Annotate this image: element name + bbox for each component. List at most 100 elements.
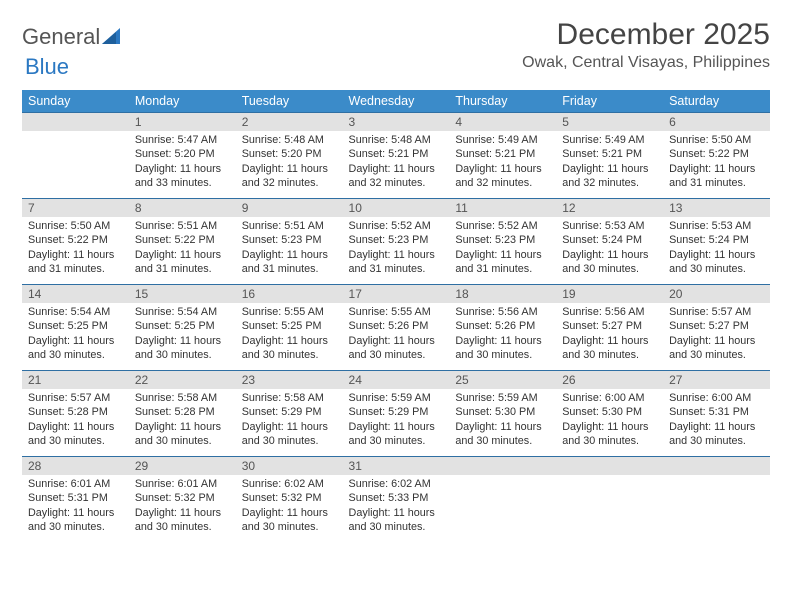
day-details: Sunrise: 5:58 AMSunset: 5:28 PMDaylight:… (129, 389, 236, 456)
day-number: 1 (129, 113, 236, 131)
sunset-text: Sunset: 5:33 PM (349, 491, 444, 505)
day-details (663, 475, 770, 537)
sunset-text: Sunset: 5:21 PM (562, 147, 657, 161)
sunrise-text: Sunrise: 5:50 AM (669, 133, 764, 147)
daylight-text: Daylight: 11 hours and 30 minutes. (135, 506, 230, 535)
sunset-text: Sunset: 5:22 PM (28, 233, 123, 247)
calendar-day-cell (556, 457, 663, 543)
sunset-text: Sunset: 5:32 PM (242, 491, 337, 505)
day-details: Sunrise: 5:50 AMSunset: 5:22 PMDaylight:… (22, 217, 129, 284)
sunset-text: Sunset: 5:29 PM (242, 405, 337, 419)
sunrise-text: Sunrise: 5:54 AM (28, 305, 123, 319)
day-details: Sunrise: 5:48 AMSunset: 5:20 PMDaylight:… (236, 131, 343, 198)
day-details: Sunrise: 5:55 AMSunset: 5:26 PMDaylight:… (343, 303, 450, 370)
day-details: Sunrise: 5:50 AMSunset: 5:22 PMDaylight:… (663, 131, 770, 198)
day-number: 21 (22, 371, 129, 389)
sunset-text: Sunset: 5:24 PM (669, 233, 764, 247)
daylight-text: Daylight: 11 hours and 32 minutes. (242, 162, 337, 191)
day-details: Sunrise: 5:55 AMSunset: 5:25 PMDaylight:… (236, 303, 343, 370)
sunset-text: Sunset: 5:21 PM (455, 147, 550, 161)
daylight-text: Daylight: 11 hours and 31 minutes. (135, 248, 230, 277)
day-details: Sunrise: 5:59 AMSunset: 5:29 PMDaylight:… (343, 389, 450, 456)
daylight-text: Daylight: 11 hours and 30 minutes. (28, 334, 123, 363)
day-number: 3 (343, 113, 450, 131)
day-number: 5 (556, 113, 663, 131)
calendar-day-cell (663, 457, 770, 543)
day-details (556, 475, 663, 537)
sunset-text: Sunset: 5:29 PM (349, 405, 444, 419)
day-details: Sunrise: 5:51 AMSunset: 5:23 PMDaylight:… (236, 217, 343, 284)
day-number: 23 (236, 371, 343, 389)
sunset-text: Sunset: 5:30 PM (562, 405, 657, 419)
calendar-table: Sunday Monday Tuesday Wednesday Thursday… (22, 90, 770, 542)
sunrise-text: Sunrise: 6:01 AM (28, 477, 123, 491)
calendar-day-cell (22, 113, 129, 199)
day-number: 13 (663, 199, 770, 217)
calendar-body: 1Sunrise: 5:47 AMSunset: 5:20 PMDaylight… (22, 113, 770, 543)
calendar-day-cell: 31Sunrise: 6:02 AMSunset: 5:33 PMDayligh… (343, 457, 450, 543)
logo-word2: Blue (25, 54, 69, 79)
calendar-week-row: 21Sunrise: 5:57 AMSunset: 5:28 PMDayligh… (22, 371, 770, 457)
calendar-day-cell: 23Sunrise: 5:58 AMSunset: 5:29 PMDayligh… (236, 371, 343, 457)
day-details: Sunrise: 5:51 AMSunset: 5:22 PMDaylight:… (129, 217, 236, 284)
sunrise-text: Sunrise: 5:47 AM (135, 133, 230, 147)
sunrise-text: Sunrise: 6:01 AM (135, 477, 230, 491)
sunset-text: Sunset: 5:23 PM (349, 233, 444, 247)
daylight-text: Daylight: 11 hours and 30 minutes. (562, 248, 657, 277)
calendar-day-cell: 26Sunrise: 6:00 AMSunset: 5:30 PMDayligh… (556, 371, 663, 457)
day-details: Sunrise: 5:53 AMSunset: 5:24 PMDaylight:… (663, 217, 770, 284)
sunrise-text: Sunrise: 5:58 AM (135, 391, 230, 405)
daylight-text: Daylight: 11 hours and 30 minutes. (562, 334, 657, 363)
day-number: 10 (343, 199, 450, 217)
daylight-text: Daylight: 11 hours and 30 minutes. (669, 248, 764, 277)
weekday-header: Sunday (22, 90, 129, 113)
day-number: 15 (129, 285, 236, 303)
day-details: Sunrise: 6:01 AMSunset: 5:32 PMDaylight:… (129, 475, 236, 542)
day-number: 25 (449, 371, 556, 389)
sunrise-text: Sunrise: 5:53 AM (669, 219, 764, 233)
sunset-text: Sunset: 5:25 PM (28, 319, 123, 333)
daylight-text: Daylight: 11 hours and 30 minutes. (669, 420, 764, 449)
sunrise-text: Sunrise: 5:58 AM (242, 391, 337, 405)
daylight-text: Daylight: 11 hours and 30 minutes. (349, 506, 444, 535)
calendar-day-cell: 19Sunrise: 5:56 AMSunset: 5:27 PMDayligh… (556, 285, 663, 371)
sunrise-text: Sunrise: 5:57 AM (28, 391, 123, 405)
day-details: Sunrise: 5:59 AMSunset: 5:30 PMDaylight:… (449, 389, 556, 456)
daylight-text: Daylight: 11 hours and 32 minutes. (562, 162, 657, 191)
logo: General (22, 18, 124, 50)
sunrise-text: Sunrise: 5:52 AM (455, 219, 550, 233)
day-number: 4 (449, 113, 556, 131)
calendar-day-cell: 1Sunrise: 5:47 AMSunset: 5:20 PMDaylight… (129, 113, 236, 199)
sunrise-text: Sunrise: 5:53 AM (562, 219, 657, 233)
day-number: 18 (449, 285, 556, 303)
calendar-day-cell: 12Sunrise: 5:53 AMSunset: 5:24 PMDayligh… (556, 199, 663, 285)
day-details: Sunrise: 5:53 AMSunset: 5:24 PMDaylight:… (556, 217, 663, 284)
daylight-text: Daylight: 11 hours and 30 minutes. (135, 334, 230, 363)
weekday-header: Thursday (449, 90, 556, 113)
day-details: Sunrise: 5:49 AMSunset: 5:21 PMDaylight:… (449, 131, 556, 198)
calendar-day-cell: 6Sunrise: 5:50 AMSunset: 5:22 PMDaylight… (663, 113, 770, 199)
daylight-text: Daylight: 11 hours and 32 minutes. (455, 162, 550, 191)
calendar-day-cell: 10Sunrise: 5:52 AMSunset: 5:23 PMDayligh… (343, 199, 450, 285)
day-number: 31 (343, 457, 450, 475)
calendar-day-cell: 13Sunrise: 5:53 AMSunset: 5:24 PMDayligh… (663, 199, 770, 285)
day-number: 22 (129, 371, 236, 389)
daylight-text: Daylight: 11 hours and 30 minutes. (669, 334, 764, 363)
day-details (22, 131, 129, 193)
sunset-text: Sunset: 5:22 PM (135, 233, 230, 247)
logo-word1: General (22, 24, 100, 50)
title-block: December 2025 Owak, Central Visayas, Phi… (522, 18, 770, 72)
day-number: 24 (343, 371, 450, 389)
day-number: 9 (236, 199, 343, 217)
daylight-text: Daylight: 11 hours and 30 minutes. (28, 420, 123, 449)
daylight-text: Daylight: 11 hours and 30 minutes. (455, 334, 550, 363)
calendar-day-cell: 8Sunrise: 5:51 AMSunset: 5:22 PMDaylight… (129, 199, 236, 285)
day-details: Sunrise: 5:58 AMSunset: 5:29 PMDaylight:… (236, 389, 343, 456)
weekday-header: Monday (129, 90, 236, 113)
daylight-text: Daylight: 11 hours and 32 minutes. (349, 162, 444, 191)
sunrise-text: Sunrise: 6:00 AM (669, 391, 764, 405)
calendar-day-cell: 3Sunrise: 5:48 AMSunset: 5:21 PMDaylight… (343, 113, 450, 199)
sunset-text: Sunset: 5:30 PM (455, 405, 550, 419)
calendar-day-cell: 9Sunrise: 5:51 AMSunset: 5:23 PMDaylight… (236, 199, 343, 285)
logo-sail-icon (102, 28, 124, 46)
